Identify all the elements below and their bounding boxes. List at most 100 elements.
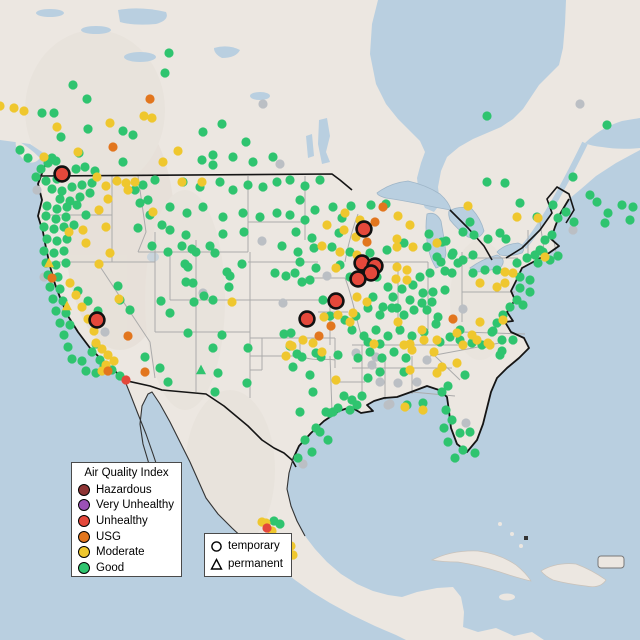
station-marker: [300, 215, 310, 225]
station-marker: [357, 391, 367, 401]
station-marker: [340, 208, 350, 218]
station-marker: [177, 241, 187, 251]
station-marker: [268, 152, 278, 162]
station-marker: [205, 241, 215, 251]
station-marker: [353, 353, 363, 363]
station-marker: [319, 312, 329, 322]
bahamas: [510, 532, 514, 536]
station-marker: [389, 347, 399, 357]
station-marker: [369, 339, 379, 349]
station-marker: [103, 366, 113, 376]
station-marker: [412, 377, 422, 387]
station-marker: [326, 321, 336, 331]
legend-item-very-unhealthy: Very Unhealthy: [78, 498, 175, 514]
station-marker: [317, 347, 327, 357]
station-marker: [32, 185, 42, 195]
station-marker: [285, 175, 295, 185]
station-marker: [150, 175, 160, 185]
permanent-station-marker: [196, 364, 206, 375]
station-marker: [51, 260, 61, 270]
station-marker: [392, 262, 402, 272]
station-marker: [187, 244, 197, 254]
station-marker: [67, 354, 77, 364]
station-marker: [285, 340, 295, 350]
station-marker: [460, 370, 470, 380]
station-marker: [42, 234, 52, 244]
puerto-rico: [597, 555, 625, 569]
station-marker: [600, 218, 610, 228]
station-marker: [281, 271, 291, 281]
station-marker: [533, 213, 543, 223]
station-marker: [383, 282, 393, 292]
station-marker: [56, 132, 66, 142]
station-marker: [443, 437, 453, 447]
station-marker: [497, 335, 507, 345]
station-marker: [19, 106, 29, 116]
station-marker: [448, 314, 458, 324]
station-marker: [515, 283, 525, 293]
station-marker: [452, 328, 462, 338]
station-marker: [305, 275, 315, 285]
station-marker: [397, 284, 407, 294]
station-marker: [138, 180, 148, 190]
station-marker: [331, 263, 341, 273]
large-unhealthy-station-marker: [298, 310, 316, 328]
large-unhealthy-station-marker: [88, 311, 106, 329]
station-marker: [370, 217, 380, 227]
triangle-marker-icon: [210, 557, 223, 571]
station-marker: [575, 99, 585, 109]
legend-item-label: permanent: [228, 558, 283, 570]
station-marker: [77, 180, 87, 190]
station-marker: [525, 275, 535, 285]
station-marker: [51, 214, 61, 224]
large-unhealthy-station-marker: [327, 292, 345, 310]
bahamas: [498, 522, 502, 526]
station-marker: [592, 197, 602, 207]
station-marker: [59, 246, 69, 256]
station-marker: [568, 172, 578, 182]
station-marker: [547, 230, 557, 240]
station-marker: [157, 220, 167, 230]
station-marker: [68, 80, 78, 90]
station-marker: [71, 290, 81, 300]
station-marker: [362, 237, 372, 247]
station-marker: [61, 308, 71, 318]
station-marker: [241, 137, 251, 147]
station-marker: [173, 146, 183, 156]
permanent-station-marker: [44, 257, 54, 268]
station-marker: [422, 355, 432, 365]
station-marker: [540, 252, 550, 262]
station-marker: [424, 229, 434, 239]
station-marker: [405, 365, 415, 375]
station-marker: [525, 287, 535, 297]
station-marker: [143, 195, 153, 205]
station-marker: [345, 405, 355, 415]
station-marker: [275, 159, 285, 169]
station-marker: [45, 282, 55, 292]
station-marker: [333, 403, 343, 413]
great-salt-lake: [147, 252, 159, 262]
station-type-legend: temporary permanent: [204, 533, 292, 577]
station-marker: [407, 331, 417, 341]
islands: [15, 140, 625, 640]
station-marker: [164, 48, 174, 58]
station-marker: [113, 281, 123, 291]
station-marker: [63, 342, 73, 352]
station-marker: [488, 326, 498, 336]
station-marker: [103, 194, 113, 204]
station-marker: [9, 103, 19, 113]
legend-item-moderate: Moderate: [78, 544, 175, 560]
station-marker: [310, 205, 320, 215]
station-marker: [311, 263, 321, 273]
station-marker: [165, 308, 175, 318]
station-marker: [183, 262, 193, 272]
station-marker: [31, 172, 41, 182]
station-marker: [182, 208, 192, 218]
station-marker: [243, 180, 253, 190]
station-marker: [419, 335, 429, 345]
station-marker: [156, 296, 166, 306]
station-marker: [114, 294, 124, 304]
station-marker: [217, 330, 227, 340]
station-marker: [87, 347, 97, 357]
station-marker: [262, 523, 272, 533]
